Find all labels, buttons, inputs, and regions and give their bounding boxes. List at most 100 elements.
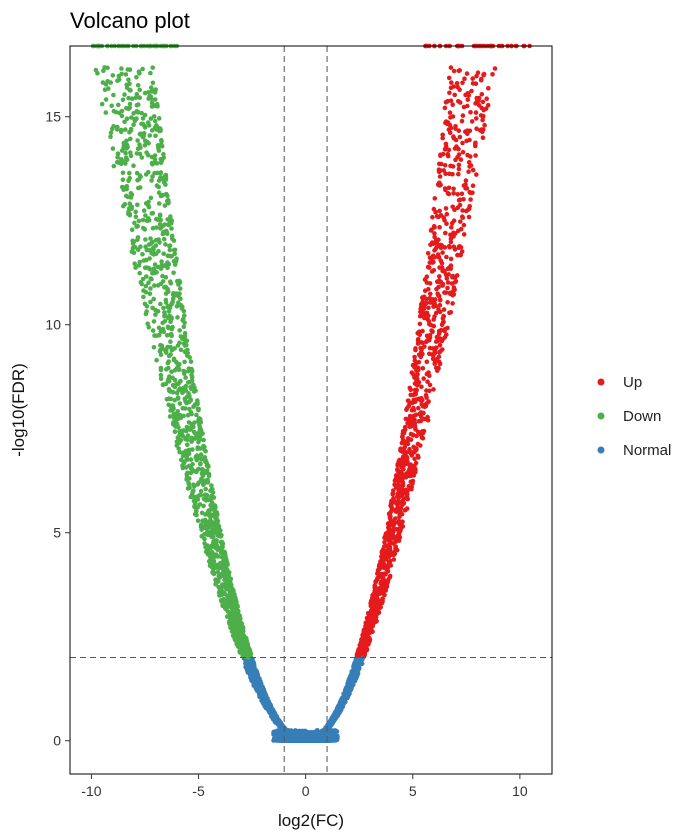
point-down (209, 483, 214, 488)
point-down (185, 486, 191, 491)
point-down (131, 122, 136, 127)
x-tick-label: 5 (409, 783, 417, 799)
point-up (355, 652, 360, 657)
point-down (165, 304, 171, 309)
point-down (220, 582, 225, 587)
point-down (120, 177, 126, 182)
point-down (165, 360, 171, 366)
point-down (137, 87, 142, 93)
point-down (148, 116, 154, 121)
point-up (454, 81, 460, 86)
point-up (469, 119, 475, 124)
point-normal (288, 728, 294, 733)
point-down (154, 357, 159, 363)
point-down (217, 574, 223, 580)
point-down (150, 225, 156, 231)
point-up (437, 342, 443, 348)
point-down (150, 80, 156, 86)
point-up (373, 615, 379, 620)
point-up (422, 288, 428, 294)
point-down (143, 213, 148, 218)
point-down (162, 222, 167, 227)
point-down (204, 526, 209, 532)
point-down (237, 628, 243, 633)
point-up (450, 273, 456, 279)
point-down (136, 185, 141, 191)
point-up (435, 338, 440, 344)
point-down (227, 576, 233, 582)
point-up (421, 428, 427, 434)
point-up (387, 539, 393, 544)
point-up (461, 197, 466, 202)
point-up (401, 466, 406, 472)
point-up (450, 301, 455, 306)
point-up (474, 126, 479, 131)
point-down (185, 442, 190, 448)
point-up (391, 499, 396, 505)
point-down (164, 230, 170, 236)
point-up (404, 406, 410, 411)
point-down (182, 359, 187, 365)
point-down (201, 437, 206, 443)
point-down (194, 412, 199, 418)
point-up (448, 256, 454, 262)
point-up (463, 182, 468, 187)
point-up (359, 644, 364, 650)
point-up (480, 117, 485, 123)
point-down (135, 138, 140, 143)
point-normal (254, 675, 259, 681)
point-down (200, 468, 206, 474)
point-down (177, 413, 182, 418)
point-down (193, 402, 198, 407)
point-up (422, 416, 427, 422)
point-down (235, 604, 240, 610)
point-up (401, 439, 407, 444)
point-down (181, 308, 187, 314)
point-normal (245, 659, 250, 664)
point-up (456, 162, 462, 168)
point-up (443, 141, 449, 147)
point-down (206, 472, 212, 477)
point-up (395, 498, 401, 504)
point-down (210, 512, 216, 518)
point-up (418, 345, 423, 351)
point-up (445, 325, 450, 331)
point-down (177, 286, 183, 291)
point-down (174, 421, 180, 427)
point-down (168, 396, 173, 402)
point-up (436, 354, 442, 360)
point-down (148, 276, 153, 281)
point-up (418, 350, 424, 355)
point-down (154, 102, 159, 108)
point-down (121, 159, 127, 164)
point-up (465, 91, 471, 96)
point-up (473, 141, 478, 147)
point-down (187, 355, 192, 360)
point-up (438, 168, 443, 173)
point-up (374, 596, 379, 601)
point-down (133, 214, 139, 220)
point-down (203, 480, 209, 485)
point-up (437, 208, 442, 214)
point-down (108, 130, 114, 135)
point-up (451, 191, 456, 196)
point-up (404, 494, 410, 500)
point-up (427, 382, 433, 388)
point-normal (341, 691, 347, 697)
point-down (185, 470, 190, 476)
point-up (424, 395, 429, 400)
point-down (171, 415, 177, 421)
point-normal (306, 730, 312, 735)
point-up (431, 317, 437, 322)
point-down (182, 330, 188, 336)
point-up (470, 81, 476, 86)
point-down (139, 110, 144, 116)
point-up (460, 113, 466, 118)
point-down (182, 369, 187, 375)
point-up (382, 539, 387, 545)
point-up (412, 381, 418, 386)
y-tick-label: 10 (45, 317, 61, 333)
point-down (198, 452, 204, 457)
point-down (175, 343, 181, 348)
point-up (415, 372, 420, 377)
